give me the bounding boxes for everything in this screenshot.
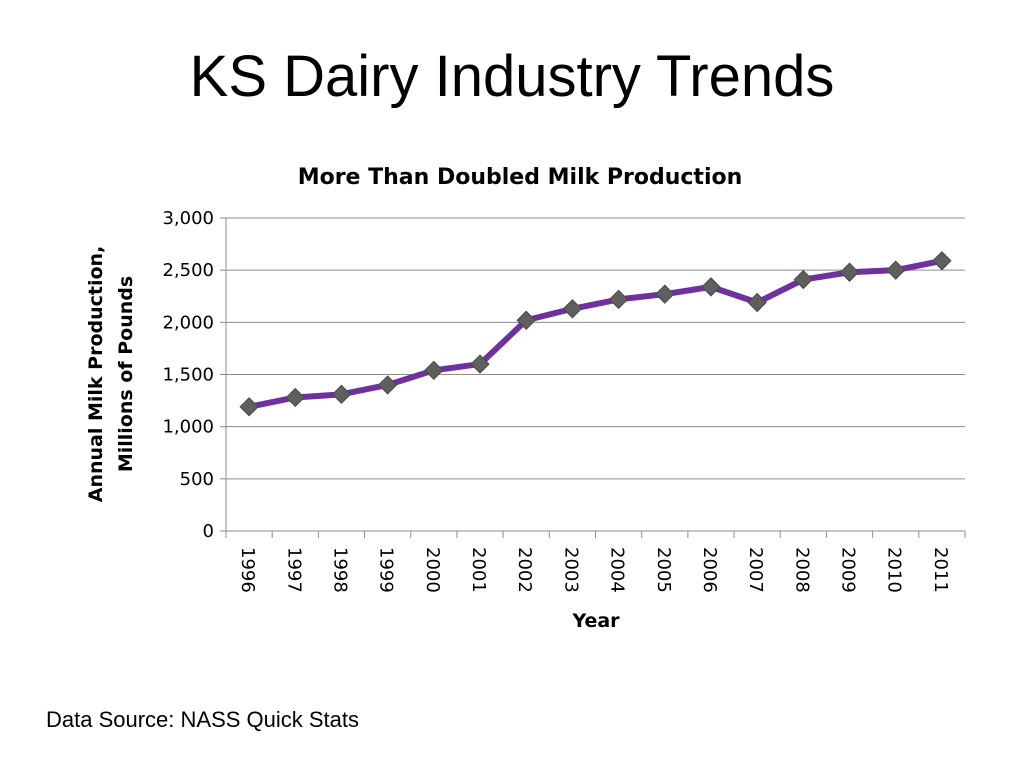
data-point-marker [747,292,767,313]
y-tick-labels: 0 500 1,000 1,500 2,000 2,500 3,000 [162,208,214,542]
y-axis-title-line-2: Millions of Pounds [115,276,137,472]
data-point-marker [793,269,814,290]
x-tick-label: 1999 [376,547,397,593]
axes [220,217,966,538]
y-tick-label: 2,500 [162,260,214,281]
x-tick-label: 2007 [745,547,766,593]
y-tick-label: 500 [180,469,214,490]
series-polyline [246,257,945,410]
data-point-marker [608,289,629,310]
x-tick-label: 2006 [699,547,720,593]
data-point-marker [655,284,675,304]
data-point-marker [285,387,305,408]
data-point-marker [377,375,398,395]
x-tick-label: 2009 [838,547,859,593]
data-point-marker [932,251,952,271]
y-tick-label: 3,000 [162,208,214,229]
x-axis-title: Year [571,610,620,632]
x-tick-label: 2001 [468,547,489,593]
y-tick-label: 2,000 [162,312,214,333]
x-tick-label: 2011 [930,547,951,593]
data-source-note: Data Source: NASS Quick Stats [46,707,360,732]
x-tick-label: 2008 [791,547,812,593]
slide-title: KS Dairy Industry Trends [189,44,835,109]
x-tick-label: 2000 [422,547,443,593]
x-tick-label: 2010 [884,547,905,593]
x-tick-label: 2004 [607,547,628,593]
y-tick-label: 1,000 [162,417,214,438]
y-tick-label: 0 [203,521,214,542]
series-line [246,257,945,410]
y-axis-title-line-1: Annual Milk Production, [85,246,107,503]
data-point-marker [886,260,906,280]
x-tick-label: 1996 [237,547,258,593]
x-tick-label: 2005 [653,547,674,593]
gridlines [226,217,965,480]
chart-title: More Than Doubled Milk Production [298,165,743,190]
x-tick-labels: 1996 1997 1998 1999 2000 2001 2002 2003 2004 2005… [237,547,951,593]
data-point-marker [470,354,490,374]
data-point-marker [562,299,583,319]
data-point-marker [701,277,721,297]
x-tick-label: 1998 [329,547,350,593]
x-tick-label: 1997 [283,547,304,593]
series-markers [239,251,952,417]
x-tick-label: 2002 [514,547,535,593]
data-point-marker [516,310,536,330]
y-tick-label: 1,500 [162,365,214,386]
x-tick-label: 2003 [560,547,581,593]
data-point-marker [331,384,352,405]
data-point-marker [239,397,259,417]
data-point-marker [839,262,860,282]
data-point-marker [424,360,444,381]
